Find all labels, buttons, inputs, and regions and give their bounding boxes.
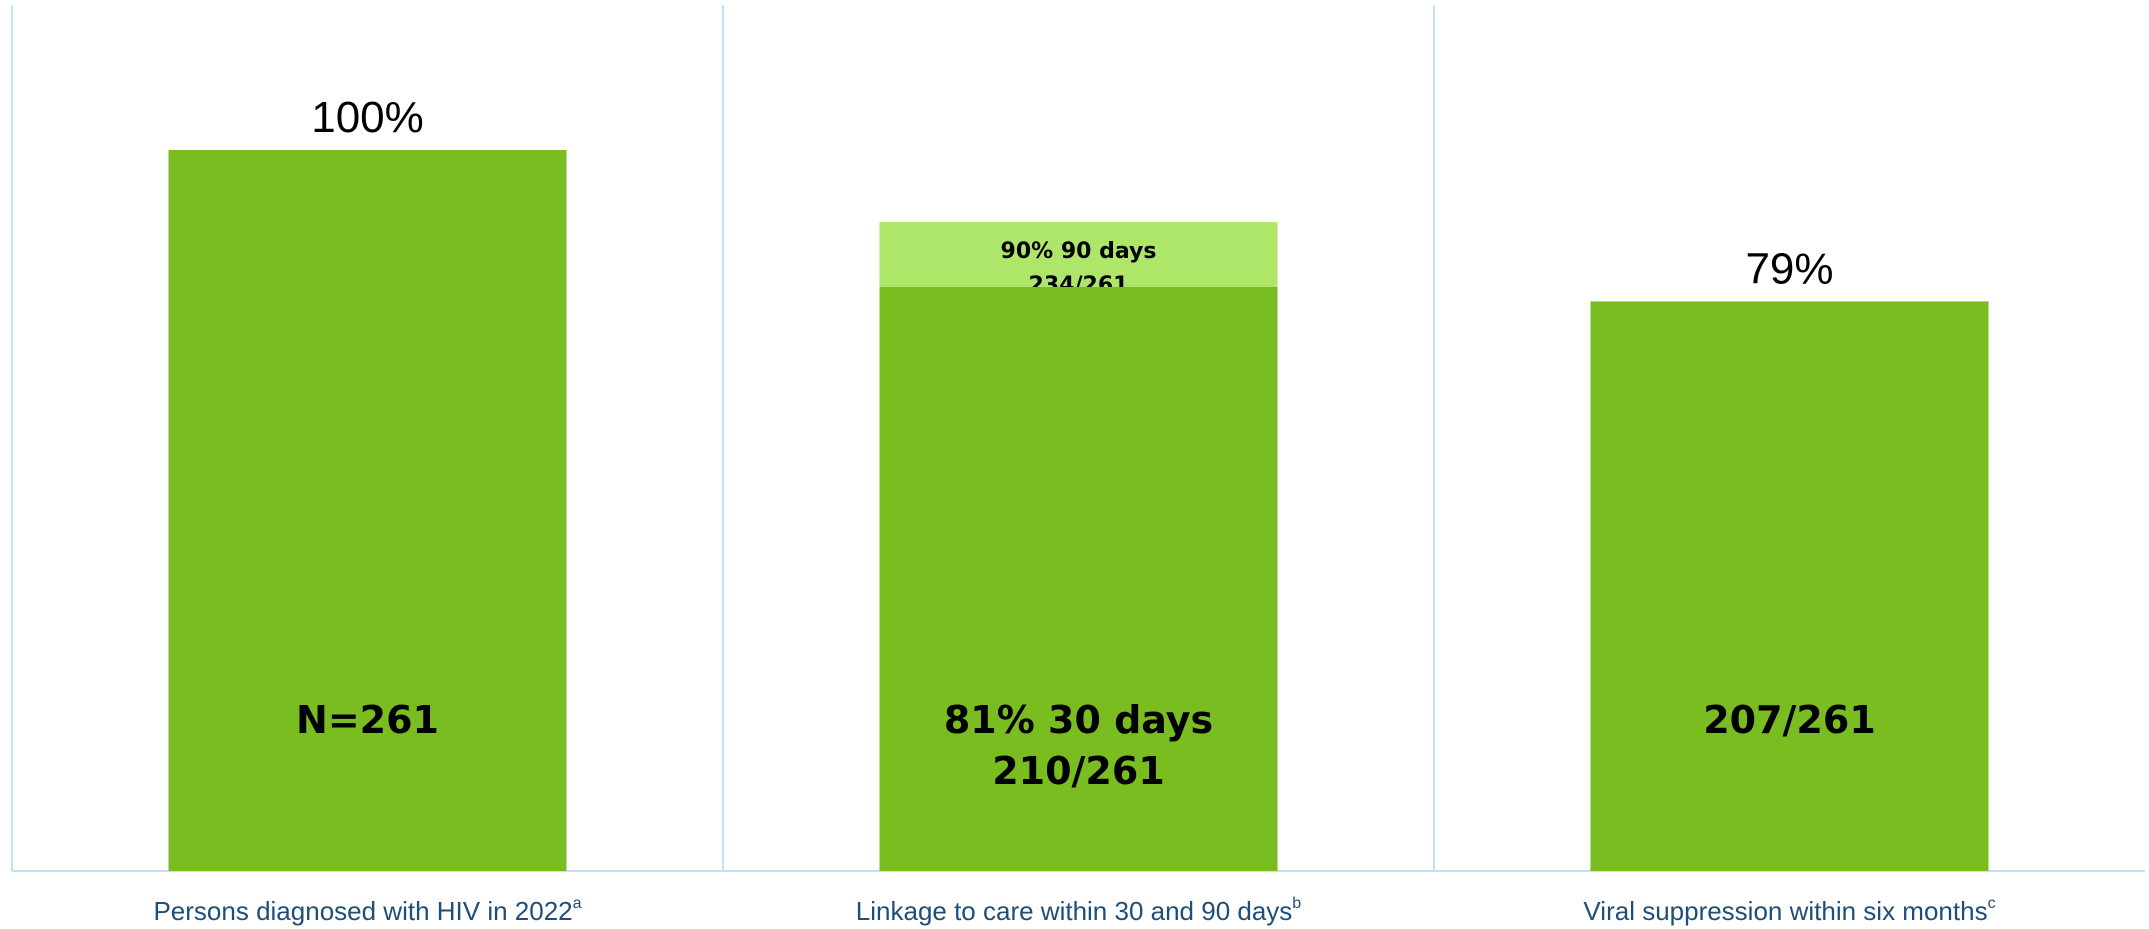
category-footnote-marker: a [573, 895, 582, 912]
category-label-text: Linkage to care within 30 and 90 days [856, 896, 1293, 926]
category-label-text: Viral suppression within six months [1583, 896, 1987, 926]
bar [1590, 301, 1989, 871]
category-footnote-marker: c [1988, 895, 1996, 912]
category-footnote-marker: b [1292, 895, 1301, 912]
category-label: Persons diagnosed with HIV in 2022a [153, 895, 581, 926]
category-label-text: Persons diagnosed with HIV in 2022 [153, 896, 572, 926]
bar-value-label: 79% [1745, 244, 1833, 293]
bar-value-label: 100% [311, 93, 424, 142]
bar-segment-label: 90% 90 days [1001, 239, 1157, 264]
category-label: Viral suppression within six monthsc [1583, 895, 1995, 926]
bar-inside-label: 207/261 [1703, 698, 1876, 742]
bar-inside-label: N=261 [296, 698, 439, 742]
bar-inside-label: 210/261 [992, 749, 1165, 793]
bar [879, 286, 1278, 871]
category-label: Linkage to care within 30 and 90 daysb [856, 895, 1302, 926]
bar-upper-segment [879, 222, 1278, 287]
bar-inside-label: 81% 30 days [944, 698, 1213, 742]
bar [168, 150, 567, 871]
